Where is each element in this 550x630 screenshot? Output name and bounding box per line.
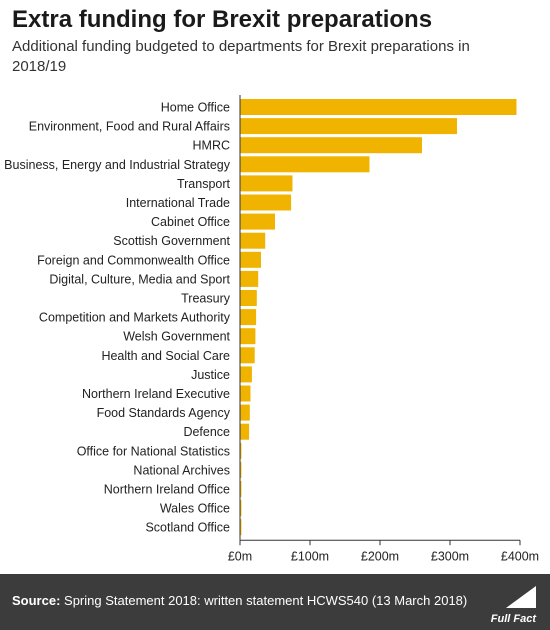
bar xyxy=(240,328,256,345)
bar xyxy=(240,213,275,230)
category-label: Northern Ireland Office xyxy=(104,483,230,497)
category-label: Scottish Government xyxy=(113,234,230,248)
bar xyxy=(240,519,242,536)
source-label: Source: xyxy=(12,593,61,608)
bar xyxy=(240,232,266,249)
category-label: Office for National Statistics xyxy=(77,444,230,458)
category-label: Scotland Office xyxy=(145,521,230,535)
category-label: Treasury xyxy=(181,292,231,306)
source-text: Spring Statement 2018: written statement… xyxy=(64,593,468,608)
bar xyxy=(240,118,457,135)
category-label: Competition and Markets Authority xyxy=(39,311,231,325)
category-label: International Trade xyxy=(126,196,230,210)
full-fact-logo xyxy=(506,586,536,608)
source-note: Source: Spring Statement 2018: written s… xyxy=(12,593,467,608)
x-tick-label: £400m xyxy=(501,549,539,563)
x-tick-label: £100m xyxy=(291,549,329,563)
x-tick-label: £0m xyxy=(228,549,252,563)
bar xyxy=(240,251,261,268)
bar xyxy=(240,481,242,497)
bar xyxy=(240,461,242,478)
chart-title: Extra funding for Brexit preparations xyxy=(12,6,433,33)
category-label: National Archives xyxy=(133,463,230,477)
bar xyxy=(240,137,422,154)
category-label: Welsh Government xyxy=(123,330,230,344)
bar xyxy=(240,194,292,211)
bar xyxy=(240,156,370,173)
category-label: Northern Ireland Executive xyxy=(82,387,230,401)
bar xyxy=(240,500,242,517)
category-label: Transport xyxy=(177,177,231,191)
category-label: Foreign and Commonwealth Office xyxy=(37,253,230,267)
category-label: HMRC xyxy=(193,139,231,153)
bar xyxy=(240,270,259,287)
bar xyxy=(240,385,251,402)
category-label: Justice xyxy=(191,368,230,382)
category-label: Business, Energy and Industrial Strategy xyxy=(4,158,231,172)
bar xyxy=(240,175,293,192)
category-label: Digital, Culture, Media and Sport xyxy=(49,272,230,286)
category-label: Food Standards Agency xyxy=(97,406,231,420)
logo-text: Full Fact xyxy=(490,613,536,625)
category-label: Defence xyxy=(183,425,230,439)
category-label: Cabinet Office xyxy=(151,215,230,229)
category-label: Environment, Food and Rural Affairs xyxy=(29,120,230,134)
bar xyxy=(240,290,257,306)
bar xyxy=(240,366,252,383)
bar xyxy=(240,404,250,421)
bar xyxy=(240,442,242,459)
category-label: Home Office xyxy=(161,101,230,115)
x-tick-label: £200m xyxy=(361,549,399,563)
bar xyxy=(240,347,255,364)
bar xyxy=(240,309,257,326)
bar-chart: Home Office Environment, Food and Rural A… xyxy=(4,95,539,563)
chart-subtitle: Additional funding budgeted to departmen… xyxy=(12,38,470,75)
x-tick-label: £300m xyxy=(431,549,469,563)
footer: Source: Spring Statement 2018: written s… xyxy=(0,574,550,630)
category-label: Health and Social Care xyxy=(101,349,230,363)
bar xyxy=(240,99,517,115)
bar xyxy=(240,423,250,440)
category-label: Wales Office xyxy=(160,502,230,516)
